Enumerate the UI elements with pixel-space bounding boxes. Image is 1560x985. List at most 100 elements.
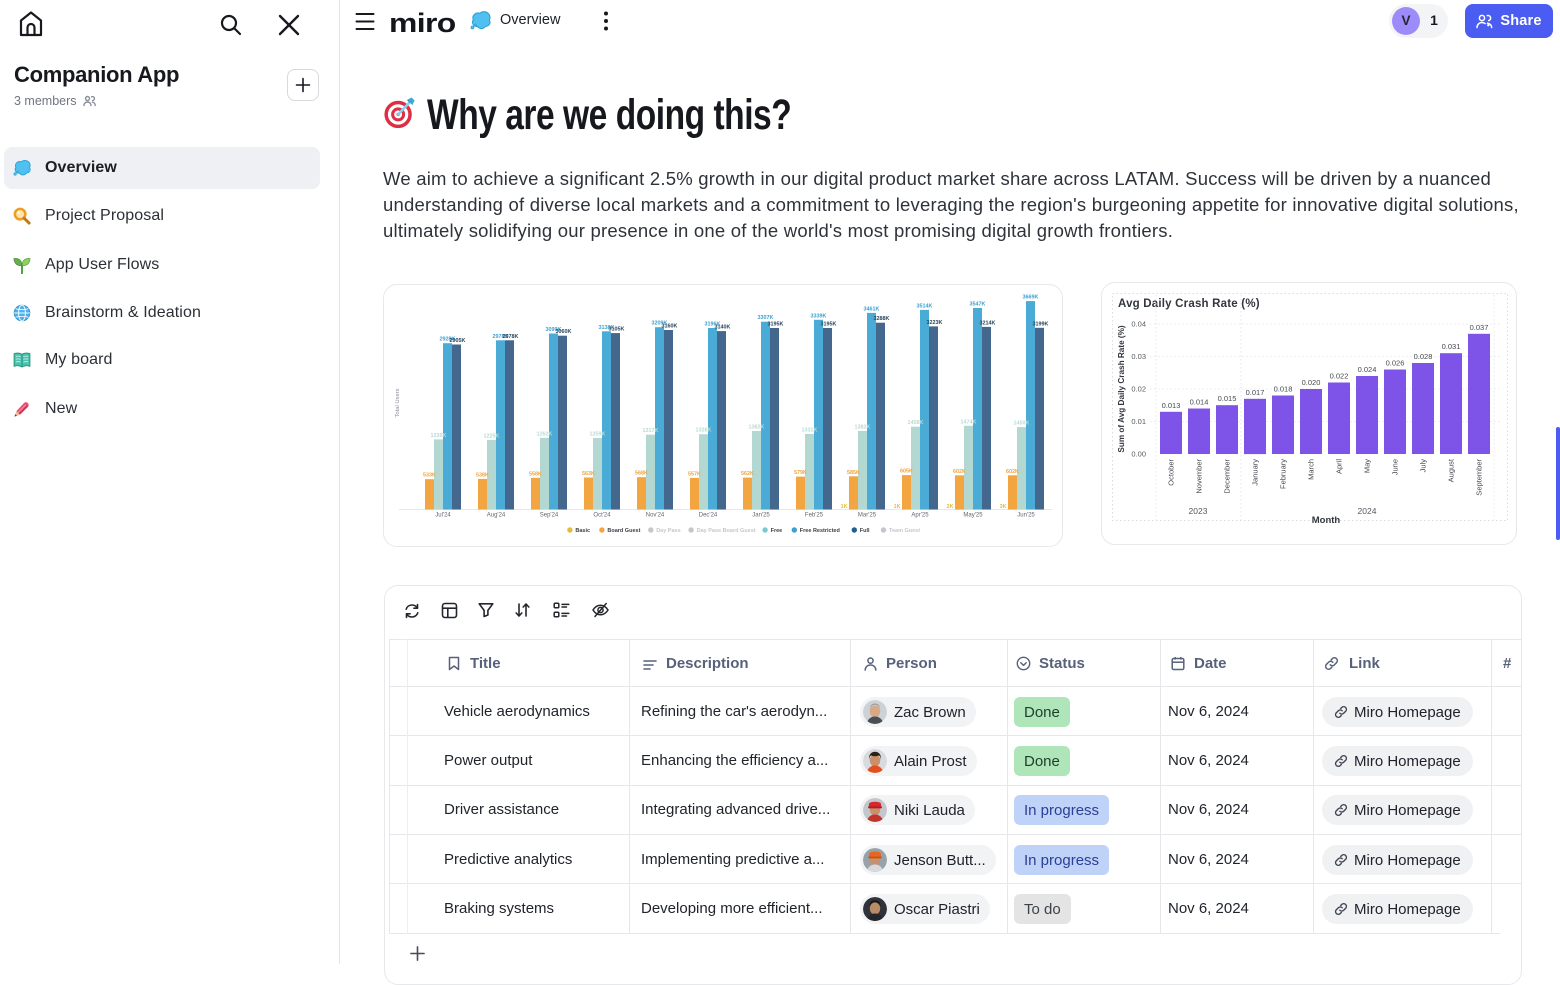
svg-text:August: August	[1447, 458, 1456, 482]
svg-text:3547K: 3547K	[970, 302, 986, 308]
svg-text:Full: Full	[860, 528, 870, 534]
svg-text:3669K: 3669K	[1023, 295, 1039, 301]
svg-text:July: July	[1419, 459, 1428, 473]
svg-text:June: June	[1391, 459, 1400, 475]
svg-text:0.00: 0.00	[1131, 450, 1146, 459]
svg-text:3195K: 3195K	[821, 322, 837, 328]
svg-text:1331K: 1331K	[802, 427, 818, 433]
svg-text:3060K: 3060K	[556, 329, 572, 335]
svg-text:1458K: 1458K	[908, 420, 924, 426]
svg-text:Sum of Avg Daily Crash Rate (%: Sum of Avg Daily Crash Rate (%)	[1117, 325, 1126, 453]
svg-text:0.031: 0.031	[1442, 342, 1461, 351]
svg-text:0.024: 0.024	[1358, 365, 1377, 374]
svg-text:May: May	[1363, 459, 1372, 473]
svg-text:Jan'25: Jan'25	[752, 513, 770, 519]
svg-text:605K: 605K	[900, 469, 913, 475]
svg-text:Team Guest: Team Guest	[889, 528, 920, 534]
svg-text:Basic: Basic	[575, 528, 590, 534]
svg-text:Oct'24: Oct'24	[593, 513, 611, 519]
svg-text:Board Guest: Board Guest	[607, 528, 640, 534]
svg-text:1K: 1K	[841, 504, 848, 510]
svg-text:558K: 558K	[529, 471, 542, 477]
svg-text:0.020: 0.020	[1302, 378, 1321, 387]
svg-text:1450K: 1450K	[1014, 421, 1030, 427]
svg-text:February: February	[1279, 459, 1288, 489]
svg-text:Sep'24: Sep'24	[540, 513, 559, 519]
svg-text:602K: 602K	[953, 469, 966, 475]
svg-text:3214K: 3214K	[980, 320, 996, 326]
svg-text:3K: 3K	[1000, 504, 1007, 510]
svg-text:0.018: 0.018	[1274, 385, 1293, 394]
svg-text:0.028: 0.028	[1414, 352, 1433, 361]
svg-text:2978K: 2978K	[503, 334, 519, 340]
svg-text:Dec'24: Dec'24	[699, 513, 718, 519]
svg-text:579K: 579K	[794, 470, 807, 476]
svg-text:1382K: 1382K	[749, 425, 765, 431]
svg-text:Free Restricted: Free Restricted	[800, 528, 840, 534]
svg-text:1382K: 1382K	[855, 425, 871, 431]
svg-text:Apr'25: Apr'25	[911, 513, 929, 519]
svg-text:0.02: 0.02	[1131, 385, 1146, 394]
svg-text:3160K: 3160K	[662, 324, 678, 330]
svg-text:3514K: 3514K	[917, 303, 933, 309]
svg-text:September: September	[1475, 458, 1484, 495]
svg-text:0.03: 0.03	[1131, 352, 1146, 361]
svg-text:3339K: 3339K	[811, 313, 827, 319]
svg-text:Jul'24: Jul'24	[435, 513, 451, 519]
svg-text:1474K: 1474K	[961, 419, 977, 425]
svg-text:1235K: 1235K	[431, 433, 447, 439]
svg-text:3288K: 3288K	[874, 316, 890, 322]
svg-text:3196K: 3196K	[705, 322, 721, 328]
svg-text:May'25: May'25	[963, 513, 983, 519]
svg-text:0.04: 0.04	[1131, 320, 1146, 329]
svg-text:Day Pass Board Guest: Day Pass Board Guest	[697, 528, 756, 534]
svg-text:1317K: 1317K	[643, 428, 659, 434]
svg-text:0.014: 0.014	[1190, 398, 1209, 407]
svg-text:3099K: 3099K	[546, 327, 562, 333]
svg-text:2023: 2023	[1189, 506, 1208, 516]
svg-text:0.017: 0.017	[1246, 388, 1265, 397]
svg-text:Aug'24: Aug'24	[487, 513, 506, 519]
svg-text:2978K: 2978K	[493, 334, 509, 340]
svg-text:3461K: 3461K	[864, 306, 880, 312]
svg-text:3138K: 3138K	[599, 325, 615, 331]
svg-text:April: April	[1335, 459, 1344, 474]
svg-text:3307K: 3307K	[758, 315, 774, 321]
svg-text:533K: 533K	[423, 473, 436, 479]
svg-text:568K: 568K	[635, 471, 648, 477]
svg-text:Nov'24: Nov'24	[646, 513, 665, 519]
svg-text:2K: 2K	[947, 504, 954, 510]
svg-text:585K: 585K	[847, 470, 860, 476]
svg-text:0.01: 0.01	[1131, 417, 1146, 426]
svg-text:Jun'25: Jun'25	[1017, 513, 1035, 519]
svg-text:538K: 538K	[476, 472, 489, 478]
svg-text:Mar'25: Mar'25	[858, 513, 877, 519]
svg-text:3195K: 3195K	[768, 322, 784, 328]
svg-text:November: November	[1195, 459, 1204, 494]
svg-text:1326K: 1326K	[696, 428, 712, 434]
svg-text:December: December	[1223, 459, 1232, 494]
svg-text:January: January	[1251, 459, 1260, 486]
svg-text:602K: 602K	[1006, 469, 1019, 475]
svg-text:562K: 562K	[741, 471, 754, 477]
svg-text:Day Pass: Day Pass	[656, 528, 680, 534]
svg-text:0.022: 0.022	[1330, 372, 1349, 381]
svg-text:March: March	[1307, 459, 1316, 480]
svg-text:557K: 557K	[688, 471, 701, 477]
svg-text:Feb'25: Feb'25	[805, 513, 824, 519]
svg-text:2905K: 2905K	[450, 338, 466, 344]
svg-text:October: October	[1167, 459, 1176, 486]
svg-text:Month: Month	[1312, 515, 1341, 526]
svg-text:1262K: 1262K	[537, 431, 553, 437]
svg-text:Avg Daily Crash Rate (%): Avg Daily Crash Rate (%)	[1118, 298, 1260, 310]
svg-text:1225K: 1225K	[484, 433, 500, 439]
svg-text:0.013: 0.013	[1162, 401, 1181, 410]
svg-text:2928K: 2928K	[440, 337, 456, 343]
svg-text:0.037: 0.037	[1470, 323, 1489, 332]
svg-text:0.026: 0.026	[1386, 359, 1405, 368]
svg-text:0.015: 0.015	[1218, 394, 1237, 403]
svg-text:3223K: 3223K	[927, 320, 943, 326]
svg-text:2024: 2024	[1358, 506, 1377, 516]
svg-text:3209K: 3209K	[652, 321, 668, 327]
svg-text:Total Users: Total Users	[395, 388, 401, 417]
